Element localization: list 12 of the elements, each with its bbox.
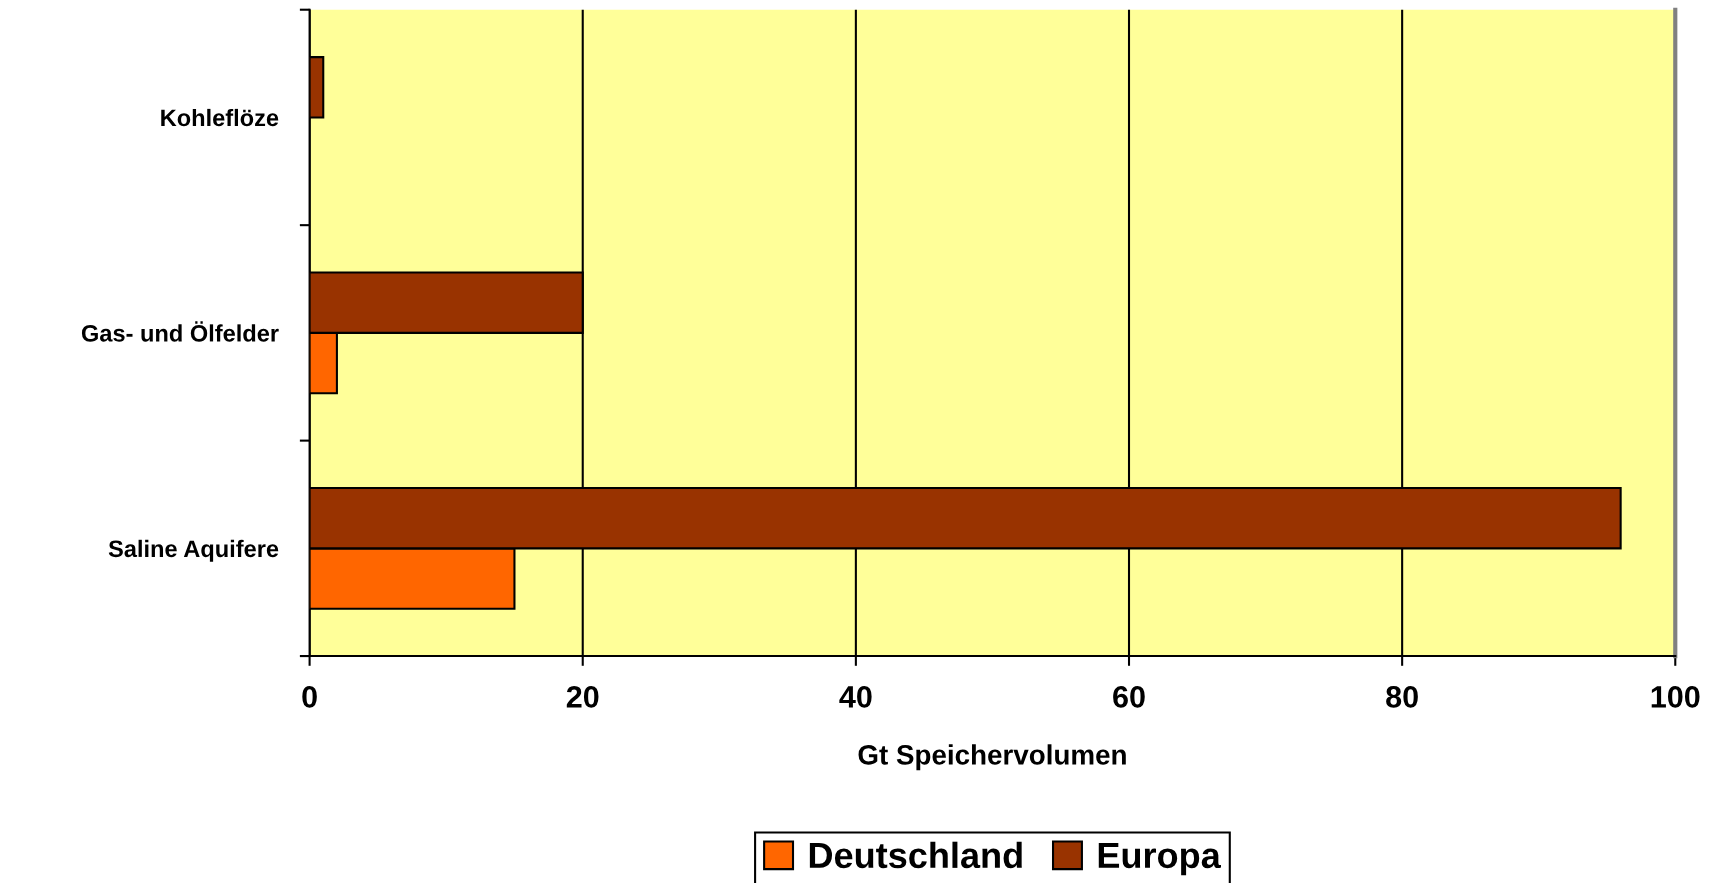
x-tick-label: 0 [302,686,317,708]
legend-label: Deutschland [809,841,1022,869]
x-tick-label: 60 [1113,686,1145,708]
legend-label: Europa [1098,843,1221,876]
x-tick-label: 100 [1651,686,1700,708]
x-axis-title: Gt Speichervolumen [858,744,1126,771]
y-tick-label: Gas- und Ölfelder [81,321,279,342]
y-tick-label: Saline Aquifere [108,539,279,562]
x-tick-label: 80 [1386,686,1418,708]
y-tick-label: Kohleflöze [161,108,279,127]
x-tick-label: 40 [839,686,872,708]
x-tick-label: 20 [566,686,599,708]
